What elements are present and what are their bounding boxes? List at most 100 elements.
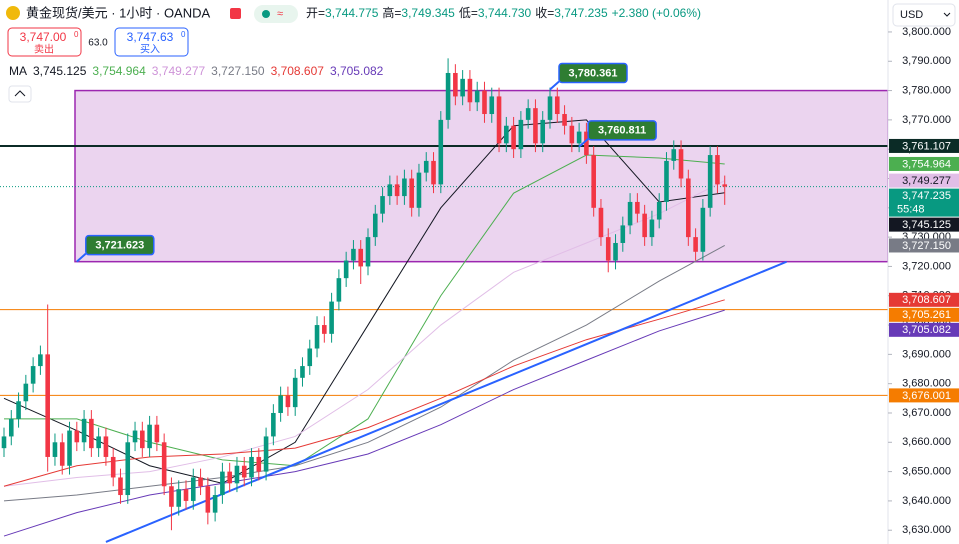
callout-box: [85, 234, 155, 256]
candle-body: [627, 201, 633, 226]
candle-body: [620, 225, 626, 243]
quote-key: 高=: [382, 5, 401, 20]
countdown: 55:48: [897, 204, 925, 216]
candle-body: [642, 213, 647, 238]
candle-body: [664, 160, 669, 202]
candle-body: [81, 418, 87, 443]
candle-body: [598, 207, 604, 238]
candle-body: [140, 430, 145, 449]
quote-value: 3,744.775: [325, 6, 379, 20]
collapse-icon: [14, 90, 26, 97]
candle-body: [256, 456, 262, 472]
candle-body: [474, 90, 480, 103]
collapse-button[interactable]: [8, 85, 32, 103]
candle-body: [176, 489, 182, 507]
price-tag-label: 3,727.150: [902, 240, 951, 252]
spread: 63.0: [88, 38, 108, 49]
candle-body: [533, 108, 538, 144]
candle-body: [591, 155, 596, 208]
candle-body: [656, 201, 662, 220]
candle-body: [686, 178, 691, 238]
price-tag: [889, 138, 959, 153]
candle-body: [190, 477, 196, 501]
sell-label: 卖出: [34, 43, 54, 56]
moving-average: [3, 245, 725, 502]
y-tick-label: 3,630.000: [902, 524, 951, 536]
candle-body: [635, 201, 640, 214]
candle-body: [467, 78, 473, 103]
buy-price: 3,747.63: [127, 30, 174, 44]
candle-body: [409, 178, 414, 208]
dropdown-icon: [943, 12, 951, 17]
callout-box: [587, 120, 657, 141]
y-tick-label: 3,800.000: [902, 26, 951, 38]
ma-legend-value: 3,727.150: [211, 64, 265, 78]
candle-body: [307, 348, 313, 367]
candle-body: [67, 430, 72, 466]
trend-line: [105, 260, 787, 543]
sell-button[interactable]: [7, 27, 82, 57]
ma-legend-value: 3,754.964: [92, 64, 146, 78]
callout-pointer: [578, 138, 589, 148]
quote-key: 开=: [306, 6, 325, 20]
candle-body: [322, 325, 327, 334]
candle-body: [511, 125, 516, 150]
candle-body: [1, 436, 7, 449]
status-dot: [262, 10, 270, 18]
candle-body: [351, 248, 356, 261]
candle-body: [613, 242, 618, 261]
y-tick-label: 3,660.000: [902, 436, 951, 448]
sell-price: 3,747.00: [20, 30, 67, 44]
candle-body: [89, 418, 94, 449]
moving-average: [3, 299, 725, 487]
y-tick-label: 3,780.000: [902, 84, 951, 96]
candle-body: [147, 424, 152, 449]
price-tag-label: 3,705.082: [902, 324, 951, 336]
candle-body: [482, 90, 487, 115]
candle-body: [343, 260, 349, 279]
price-tag-label: 3,747.235: [902, 190, 951, 202]
candle-body: [227, 471, 232, 484]
candle-body: [103, 436, 109, 457]
price-tag: [889, 388, 959, 403]
candle-body: [220, 471, 225, 496]
price-tag-label: 3,708.607: [902, 294, 951, 306]
candle-body: [271, 412, 276, 437]
price-tag-label: 3,754.964: [902, 158, 951, 170]
currency-select[interactable]: [892, 3, 956, 27]
candle-body: [438, 119, 444, 185]
candle-body: [605, 237, 611, 261]
y-tick-label: 3,790.000: [902, 55, 951, 67]
candle-body: [380, 196, 385, 214]
callout-box: [558, 62, 628, 84]
candle-body: [707, 155, 713, 208]
header: 黄金现货/美元 · 1小时 · OANDA ≈ 开= 3,744.775 高= 3,7…: [6, 3, 956, 103]
candle-body: [453, 72, 458, 97]
price-tag-label: 3,745.125: [902, 219, 951, 231]
candle-body: [525, 108, 531, 120]
candle-body: [431, 160, 436, 185]
candle-body: [38, 354, 43, 367]
buy-sup: 0: [181, 30, 186, 39]
candle-body: [372, 213, 378, 238]
candle-body: [387, 184, 393, 197]
candle-body: [314, 325, 320, 349]
candle-body: [249, 456, 254, 478]
price-axis-labels: 3,630.000 3,640.000 3,650.000 3,660.000 3,67…: [888, 26, 959, 536]
candle-body: [59, 442, 65, 466]
status-pill[interactable]: [254, 5, 298, 23]
candle-body: [16, 401, 21, 419]
range-box: [74, 89, 889, 263]
candle-body: [132, 430, 138, 443]
change: +2.380 (+0.06%): [612, 6, 701, 20]
quote-key: 收=: [535, 6, 554, 20]
candle-body: [183, 489, 189, 501]
price-tag: [889, 292, 959, 307]
flag-icon[interactable]: [230, 8, 241, 19]
quote-key: 低=: [459, 6, 478, 20]
moving-average: [3, 309, 725, 537]
buy-button[interactable]: [114, 27, 189, 57]
candle-body: [52, 442, 58, 457]
candle-body: [584, 131, 589, 156]
